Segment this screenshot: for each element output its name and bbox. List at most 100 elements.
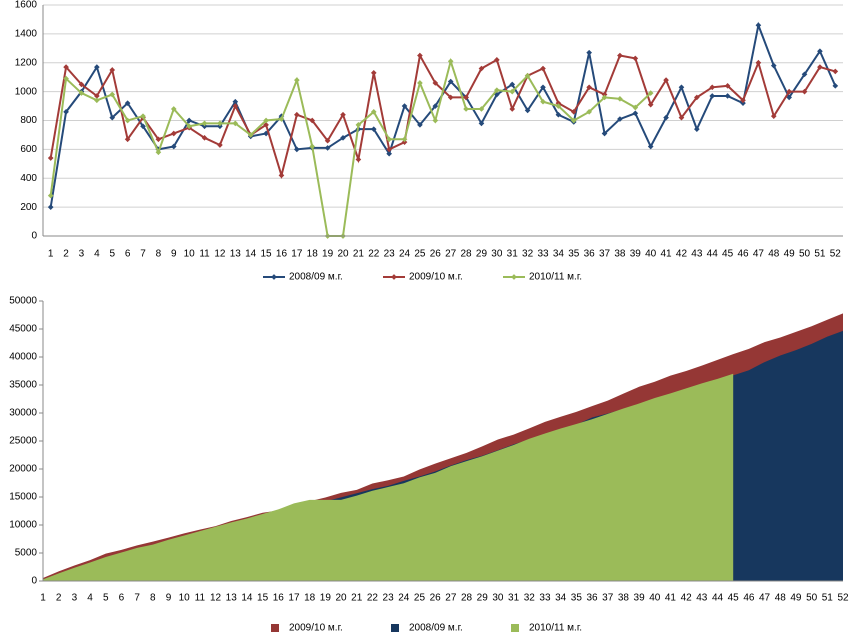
legend-label: 2008/09 м.г.: [409, 623, 463, 634]
x-tick-label: 16: [273, 593, 285, 604]
x-tick-label: 46: [737, 249, 749, 260]
x-tick-label: 38: [618, 593, 630, 604]
point-marker: [263, 117, 269, 124]
point-marker: [109, 114, 116, 121]
x-tick-label: 10: [184, 249, 196, 260]
point-marker: [632, 55, 639, 62]
y-tick-label: 25000: [9, 436, 37, 447]
point-marker: [540, 65, 546, 72]
x-tick-label: 18: [304, 593, 316, 604]
x-tick-label: 44: [707, 249, 719, 260]
series-area: [43, 373, 734, 581]
point-marker: [663, 114, 669, 121]
series-line: [49, 52, 836, 180]
x-tick-label: 30: [492, 593, 504, 604]
series-line: [49, 21, 837, 208]
point-marker: [494, 87, 500, 94]
point-marker: [570, 109, 577, 115]
point-marker: [463, 94, 469, 101]
point-marker: [78, 90, 85, 96]
x-tick-label: 36: [584, 249, 596, 260]
point-marker: [94, 93, 100, 99]
x-tick-label: 21: [351, 593, 363, 604]
point-marker: [370, 109, 377, 115]
x-tick-label: 11: [199, 249, 210, 260]
y-tick-label: 200: [20, 202, 37, 213]
point-marker: [355, 122, 362, 128]
x-tick-label: 20: [335, 593, 347, 604]
point-marker: [217, 120, 223, 127]
point-marker: [647, 143, 654, 150]
x-tick-label: 7: [134, 593, 140, 604]
point-marker: [294, 77, 300, 83]
x-tick-label: 13: [226, 593, 238, 604]
x-tick-label: 32: [524, 593, 536, 604]
point-marker: [63, 64, 69, 70]
x-tick-label: 51: [822, 593, 834, 604]
point-marker: [617, 96, 623, 102]
point-marker: [724, 83, 731, 89]
point-marker: [509, 81, 516, 88]
point-marker: [463, 106, 469, 112]
legend-marker: [271, 274, 277, 280]
point-marker: [786, 88, 792, 95]
x-tick-label: 25: [414, 593, 426, 604]
x-tick-label: 43: [696, 593, 708, 604]
point-marker: [124, 100, 131, 107]
point-marker: [832, 83, 839, 89]
point-marker: [340, 111, 346, 118]
point-marker: [247, 132, 254, 138]
x-tick-label: 47: [753, 249, 765, 260]
x-tick-label: 14: [241, 593, 253, 604]
x-tick-label: 6: [125, 249, 131, 260]
point-marker: [447, 78, 454, 85]
y-tick-label: 800: [20, 115, 37, 126]
x-tick-label: 1: [48, 249, 54, 260]
x-tick-label: 27: [445, 593, 457, 604]
point-marker: [740, 100, 746, 107]
point-marker: [432, 117, 439, 124]
y-tick-label: 20000: [9, 464, 37, 475]
point-marker: [355, 156, 362, 163]
legend-marker: [391, 274, 397, 280]
x-tick-label: 2: [63, 249, 69, 260]
y-tick-label: 10000: [9, 520, 37, 531]
y-tick-label: 1200: [15, 57, 38, 68]
point-marker: [586, 109, 592, 115]
point-marker: [524, 107, 531, 114]
x-tick-label: 23: [384, 249, 396, 260]
point-marker: [386, 146, 392, 153]
legend-swatch: [511, 624, 519, 632]
x-tick-label: 2: [56, 593, 62, 604]
point-marker: [94, 64, 100, 70]
legend-label: 2009/10 м.г.: [289, 623, 343, 634]
point-marker: [324, 137, 331, 144]
x-tick-label: 3: [72, 593, 78, 604]
x-tick-label: 33: [537, 249, 549, 260]
point-marker: [663, 77, 669, 83]
point-marker: [278, 172, 285, 179]
point-marker: [140, 113, 146, 119]
y-tick-label: 40000: [9, 352, 37, 363]
x-tick-label: 24: [399, 249, 411, 260]
y-tick-label: 35000: [9, 380, 37, 391]
y-tick-label: 1400: [15, 29, 38, 40]
point-marker: [417, 122, 423, 128]
x-tick-label: 51: [814, 249, 826, 260]
point-marker: [647, 101, 654, 108]
legend-swatch: [271, 624, 279, 632]
point-marker: [417, 80, 423, 86]
point-marker: [232, 98, 239, 105]
x-tick-label: 23: [383, 593, 395, 604]
x-tick-label: 34: [553, 249, 565, 260]
x-tick-label: 17: [288, 593, 300, 604]
x-tick-label: 40: [649, 593, 661, 604]
x-tick-label: 29: [476, 249, 488, 260]
point-marker: [155, 136, 162, 143]
point-marker: [232, 103, 239, 109]
legend-label: 2009/10 м.г.: [409, 272, 463, 283]
x-tick-label: 4: [94, 249, 100, 260]
x-tick-label: 5: [109, 249, 115, 260]
point-marker: [124, 117, 131, 124]
point-marker: [432, 80, 439, 86]
